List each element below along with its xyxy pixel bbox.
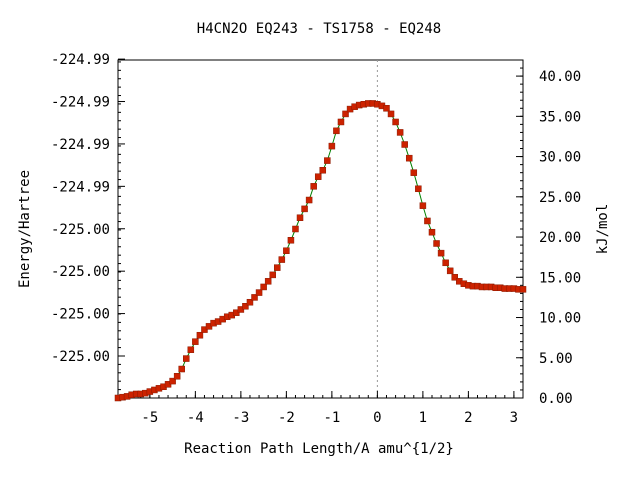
data-point: [305, 196, 313, 204]
plot-frame: [117, 59, 524, 399]
y-axis-right-tick-label: 0.00: [539, 391, 573, 407]
data-point: [437, 249, 445, 257]
x-axis-tick-label: 2: [464, 410, 472, 426]
x-axis-tick-label: 0: [373, 410, 381, 426]
data-point: [405, 154, 413, 162]
y-axis-right-tick-label: 30.00: [539, 150, 581, 166]
y-axis-left-label: Energy/Hartree: [17, 170, 33, 288]
data-point: [264, 278, 272, 285]
y-axis-right-tick-label: 20.00: [539, 230, 581, 246]
data-point: [274, 264, 281, 271]
data-point: [301, 205, 308, 213]
data-point: [187, 346, 195, 353]
y-axis-right-tick-label: 5.00: [539, 351, 573, 367]
x-axis-tick-label: -1: [323, 410, 340, 426]
data-point: [292, 225, 299, 233]
x-axis-tick-label: -2: [278, 410, 295, 426]
y-axis-right-tick-label: 10.00: [539, 311, 581, 327]
x-axis-ticks: -5 -4 -3 -2 -1 0 1 2 3: [122, 391, 524, 426]
data-point: [342, 110, 349, 118]
y-axis-left-tick-label: -225.00: [51, 264, 110, 280]
data-point: [278, 256, 286, 263]
data-point: [442, 259, 449, 267]
data-point: [410, 169, 418, 176]
data-point: [246, 298, 254, 306]
y-axis-right-tick-label: 35.00: [539, 109, 581, 125]
data-point: [519, 286, 527, 293]
x-axis-tick-label: -5: [141, 410, 158, 426]
data-point: [310, 183, 317, 190]
data-point: [401, 141, 408, 148]
y-axis-left-tick-label: -224.99: [51, 179, 110, 195]
y-axis-left-ticks: -225.00 -225.00 -225.00 -225.00 -224.99 -224.…: [51, 52, 125, 399]
data-point: [178, 365, 185, 373]
data-point: [196, 331, 204, 339]
y-axis-right-tick-label: 25.00: [539, 190, 581, 206]
data-point: [337, 118, 345, 126]
data-point: [328, 142, 336, 150]
chart-title: H4CN2O EQ243 - TS1758 - EQ248: [197, 21, 441, 37]
data-point: [255, 289, 263, 296]
data-point: [419, 202, 427, 209]
data-point: [424, 217, 431, 225]
y-axis-right-tick-label: 40.00: [539, 69, 581, 85]
data-point: [296, 214, 304, 221]
data-point: [415, 185, 422, 193]
data-point: [451, 274, 458, 281]
y-axis-right-tick-label: 15.00: [539, 270, 581, 286]
data-point: [319, 167, 327, 174]
y-axis-right-ticks: 0.00 5.00 10.00 15.00 20.00 25.00 30.00 35.00 40…: [516, 59, 581, 407]
y-axis-left-tick-label: -224.99: [51, 137, 110, 153]
data-point: [324, 157, 331, 164]
data-point: [173, 373, 181, 380]
y-axis-left-tick-label: -225.00: [51, 349, 110, 365]
data-point: [428, 228, 436, 236]
data-point: [242, 303, 249, 310]
series-line: [117, 103, 523, 399]
data-point: [192, 338, 199, 345]
data-point: [383, 105, 390, 112]
data-point: [183, 355, 190, 362]
data-point: [433, 240, 440, 247]
series-layer: [114, 100, 527, 402]
data-point: [392, 118, 399, 126]
y-axis-left-tick-label: -224.99: [51, 52, 110, 68]
data-point: [260, 283, 267, 291]
data-point: [314, 173, 322, 180]
x-axis-tick-label: 1: [419, 410, 427, 426]
data-point: [446, 267, 454, 275]
y-axis-left-tick-label: -225.00: [51, 222, 110, 238]
x-axis-tick-label: 3: [510, 410, 518, 426]
x-axis-tick-label: -4: [187, 410, 204, 426]
x-axis-label: Reaction Path Length/A amu^{1/2}: [184, 441, 454, 457]
y-axis-left-tick-label: -225.00: [51, 307, 110, 323]
data-point: [269, 271, 276, 279]
y-axis-left-tick-label: -224.99: [51, 95, 110, 111]
y-axis-right-label: kJ/mol: [595, 204, 611, 255]
data-point: [387, 110, 395, 118]
data-point: [396, 129, 404, 136]
data-point: [333, 127, 340, 135]
data-point: [251, 294, 258, 301]
data-point: [287, 237, 295, 244]
x-axis-tick-label: -3: [232, 410, 249, 426]
data-point: [283, 247, 290, 254]
data-point: [169, 377, 176, 385]
